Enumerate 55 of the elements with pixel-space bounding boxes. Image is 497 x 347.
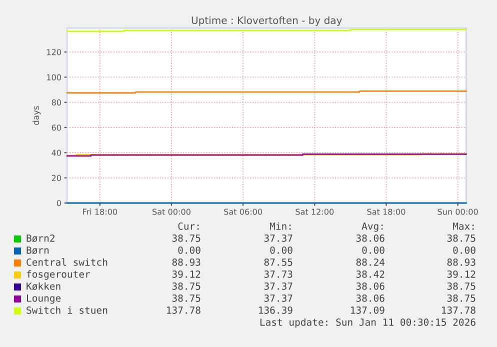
text: 38.75 (172, 294, 200, 302)
text: 37.37 (264, 294, 292, 302)
text: 0.00 (270, 246, 292, 254)
text: 38.06 (356, 234, 384, 242)
x-tick-label: Fri 18:00 (83, 208, 118, 215)
legend-label: Lounge (27, 294, 61, 304)
x-tick-label: Sat 00:00 (152, 208, 190, 215)
text: 37.37 (264, 234, 292, 242)
y-tick-label: 120 (47, 49, 62, 56)
text: 38.75 (172, 282, 200, 290)
x-tick-label: Sat 06:00 (224, 208, 262, 215)
text: Avg: (362, 222, 383, 232)
text: 88.93 (172, 258, 200, 266)
text: 39.12 (172, 270, 200, 278)
y-tick-label: 60 (52, 124, 62, 131)
text: 0.00 (362, 246, 384, 254)
text: 0.00 (178, 246, 200, 254)
y-tick-label: 40 (52, 150, 62, 156)
text: 38.75 (447, 282, 476, 290)
text: 37.73 (264, 270, 292, 278)
text: Min: (270, 222, 291, 230)
legend-label: Køkken (26, 282, 60, 290)
text: 37.37 (264, 282, 292, 290)
text: 88.24 (356, 258, 385, 266)
text: 39.12 (447, 270, 476, 278)
legend-label: Børn (26, 246, 49, 254)
x-tick-label: Sun 00:00 (438, 208, 478, 215)
text: 38.75 (447, 234, 476, 242)
text: 136.39 (259, 306, 292, 314)
text: 38.75 (447, 294, 476, 302)
text: Max: (452, 222, 474, 230)
text: Last update: Sun Jan 11 00:30:15 2026 (260, 318, 476, 328)
text: 137.78 (442, 306, 476, 314)
text: Cur: (178, 222, 199, 230)
text: 38.06 (356, 294, 384, 302)
legend-label: fosgerouter (26, 270, 90, 280)
y-tick-label: 80 (52, 99, 62, 106)
chart-title: Uptime : Klovertoften - by day (192, 16, 342, 26)
text: 137.78 (167, 306, 200, 314)
x-tick-label: Sat 12:00 (296, 208, 334, 215)
y-axis-title: days (32, 106, 41, 125)
y-tick-label: 20 (52, 174, 62, 182)
legend-label: Børn2 (26, 234, 54, 242)
text: 87.55 (264, 258, 292, 266)
legend-label: Switch i stuen (26, 306, 108, 314)
text: 38.42 (356, 270, 384, 278)
y-tick-label: 0 (56, 200, 62, 206)
text: 0.00 (453, 246, 476, 254)
text: 88.93 (447, 258, 476, 266)
text: 38.75 (172, 234, 200, 242)
legend-label: Central switch (26, 258, 108, 266)
y-tick-label: 100 (47, 74, 62, 80)
x-tick-label: Sat 18:00 (367, 208, 406, 215)
text: 137.09 (351, 306, 384, 314)
text: 38.06 (356, 282, 384, 290)
